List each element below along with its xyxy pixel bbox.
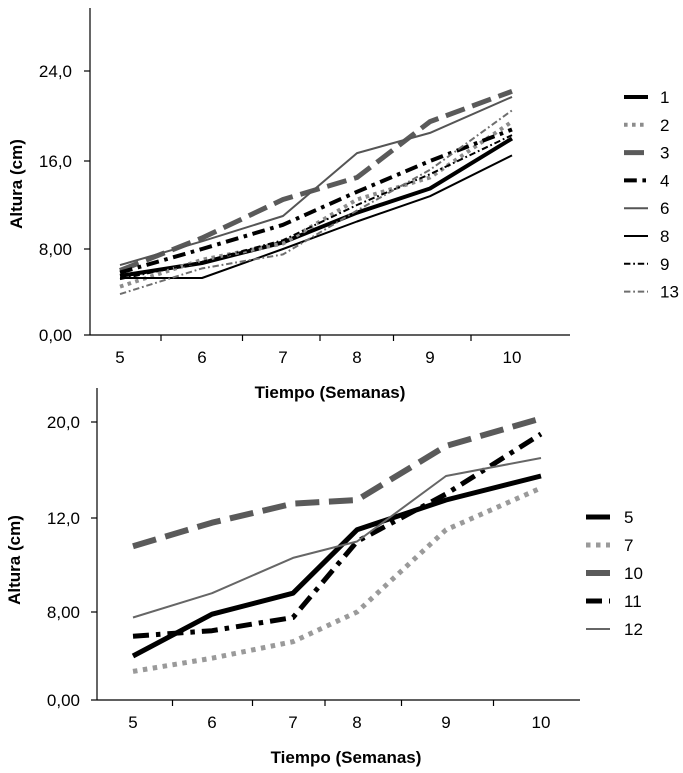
legend-label-3: 3 <box>660 144 669 163</box>
y-axis-title: Altura (cm) <box>5 515 24 605</box>
x-tick-label: 10 <box>503 348 522 367</box>
y-tick-label: 24,0 <box>39 62 72 81</box>
legend-label-7: 7 <box>624 536 633 555</box>
y-tick-label: 0,00 <box>39 326 72 345</box>
legend-label-11: 11 <box>624 592 642 611</box>
legend-label-6: 6 <box>660 199 669 218</box>
legend-label-9: 9 <box>660 255 669 274</box>
y-tick-label: 20,0 <box>47 413 80 432</box>
x-tick-label: 5 <box>115 348 124 367</box>
series-line-6 <box>119 95 513 267</box>
series-line-8 <box>120 154 513 279</box>
series-line-11 <box>132 431 543 639</box>
series-line-2 <box>119 119 514 289</box>
legend-label-1: 1 <box>660 88 669 107</box>
x-tick-label: 8 <box>352 348 361 367</box>
x-axis-title: Tiempo (Semanas) <box>255 383 406 402</box>
x-tick-label: 7 <box>288 713 297 732</box>
series-line-10 <box>132 415 542 550</box>
legend-label-5: 5 <box>624 508 633 527</box>
series-line-9 <box>119 134 513 281</box>
x-tick-label: 6 <box>207 713 216 732</box>
x-tick-label: 7 <box>278 348 287 367</box>
x-axis-title: Tiempo (Semanas) <box>271 748 422 767</box>
y-tick-label: 8,00 <box>47 603 80 622</box>
chart-2: 0,00 8,00 12,0 20,0 5 6 7 8 9 10 Tiempo (Semanas) A… <box>5 388 643 767</box>
y-tick-label: 16,0 <box>39 152 72 171</box>
x-tick-label: 9 <box>441 713 450 732</box>
series-line-5 <box>131 473 542 659</box>
x-tick-label: 10 <box>532 713 551 732</box>
y-tick-label: 0,00 <box>47 691 80 710</box>
legend-label-13: 13 <box>660 283 679 302</box>
legend-label-8: 8 <box>660 227 669 246</box>
x-tick-label: 9 <box>425 348 434 367</box>
chart-1: 0,00 8,00 16,0 24,0 5 6 7 8 9 10 Tiempo (Semanas) A… <box>7 8 679 402</box>
legend-label-4: 4 <box>660 171 669 190</box>
series-line-12 <box>132 457 542 619</box>
x-tick-label: 8 <box>352 713 361 732</box>
series-line-7 <box>132 485 543 674</box>
y-tick-label: 8,00 <box>39 240 72 259</box>
y-axis-title: Altura (cm) <box>7 139 26 229</box>
series-line-4 <box>119 127 513 275</box>
y-tick-label: 12,0 <box>47 509 80 528</box>
series-line-13 <box>119 109 513 296</box>
legend-label-2: 2 <box>660 116 669 135</box>
series-line-3 <box>119 88 513 273</box>
legend-label-12: 12 <box>624 620 643 639</box>
x-tick-label: 6 <box>197 348 206 367</box>
legend-label-10: 10 <box>624 564 643 583</box>
x-tick-label: 5 <box>128 713 137 732</box>
